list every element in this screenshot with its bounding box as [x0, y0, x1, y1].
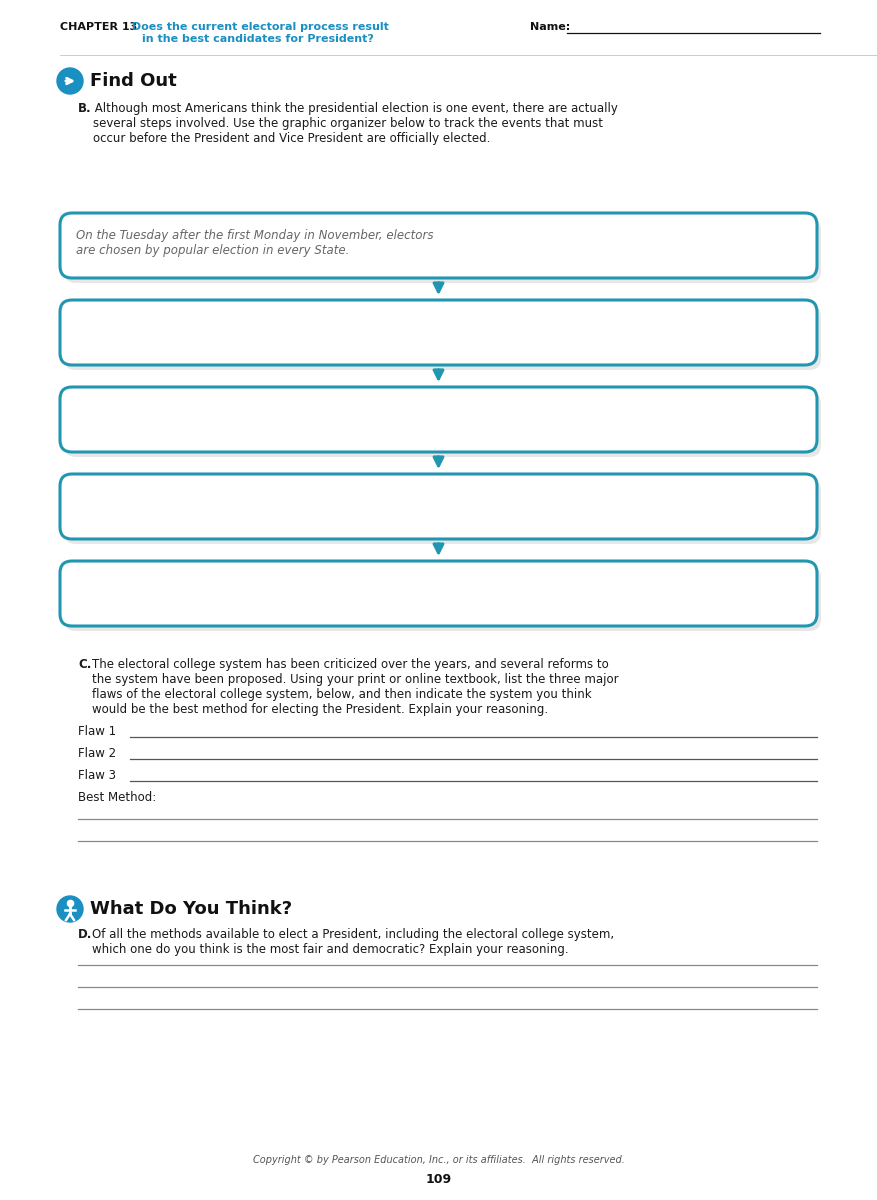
Text: Flaw 2: Flaw 2: [78, 746, 116, 760]
Text: What Do You Think?: What Do You Think?: [90, 900, 292, 918]
FancyBboxPatch shape: [64, 218, 821, 283]
Text: in the best candidates for President?: in the best candidates for President?: [142, 34, 374, 44]
FancyBboxPatch shape: [60, 386, 817, 452]
Text: Although most Americans think the presidential election is one event, there are : Although most Americans think the presid…: [91, 102, 618, 115]
Text: Flaw 3: Flaw 3: [78, 769, 116, 782]
Text: Name:: Name:: [530, 22, 570, 32]
Text: Best Method:: Best Method:: [78, 791, 156, 804]
Text: The electoral college system has been criticized over the years, and several ref: The electoral college system has been cr…: [92, 658, 609, 671]
Text: several steps involved. Use the graphic organizer below to track the events that: several steps involved. Use the graphic …: [78, 116, 603, 130]
FancyBboxPatch shape: [60, 474, 817, 539]
Text: Copyright © by Pearson Education, Inc., or its affiliates.  All rights reserved.: Copyright © by Pearson Education, Inc., …: [253, 1154, 624, 1165]
Text: occur before the President and Vice President are officially elected.: occur before the President and Vice Pres…: [78, 132, 490, 145]
Text: Flaw 1: Flaw 1: [78, 725, 116, 738]
FancyBboxPatch shape: [60, 214, 817, 278]
Text: would be the best method for electing the President. Explain your reasoning.: would be the best method for electing th…: [92, 703, 548, 716]
FancyBboxPatch shape: [64, 566, 821, 631]
Text: Find Out: Find Out: [90, 72, 177, 90]
Text: On the Tuesday after the first Monday in November, electors: On the Tuesday after the first Monday in…: [76, 229, 433, 242]
Text: 109: 109: [425, 1174, 452, 1186]
Text: Of all the methods available to elect a President, including the electoral colle: Of all the methods available to elect a …: [92, 928, 614, 941]
Text: Does the current electoral process result: Does the current electoral process resul…: [128, 22, 389, 32]
Circle shape: [57, 68, 83, 94]
Text: CHAPTER 13: CHAPTER 13: [60, 22, 137, 32]
FancyBboxPatch shape: [60, 300, 817, 365]
Text: flaws of the electoral college system, below, and then indicate the system you t: flaws of the electoral college system, b…: [92, 688, 592, 701]
FancyBboxPatch shape: [64, 479, 821, 544]
FancyBboxPatch shape: [60, 560, 817, 626]
FancyBboxPatch shape: [64, 392, 821, 457]
Text: D.: D.: [78, 928, 92, 941]
Text: which one do you think is the most fair and democratic? Explain your reasoning.: which one do you think is the most fair …: [92, 943, 568, 956]
FancyBboxPatch shape: [64, 305, 821, 370]
Text: B.: B.: [78, 102, 91, 115]
Text: the system have been proposed. Using your print or online textbook, list the thr: the system have been proposed. Using you…: [92, 673, 618, 686]
Text: are chosen by popular election in every State.: are chosen by popular election in every …: [76, 244, 349, 257]
Circle shape: [57, 896, 83, 922]
Text: C.: C.: [78, 658, 91, 671]
